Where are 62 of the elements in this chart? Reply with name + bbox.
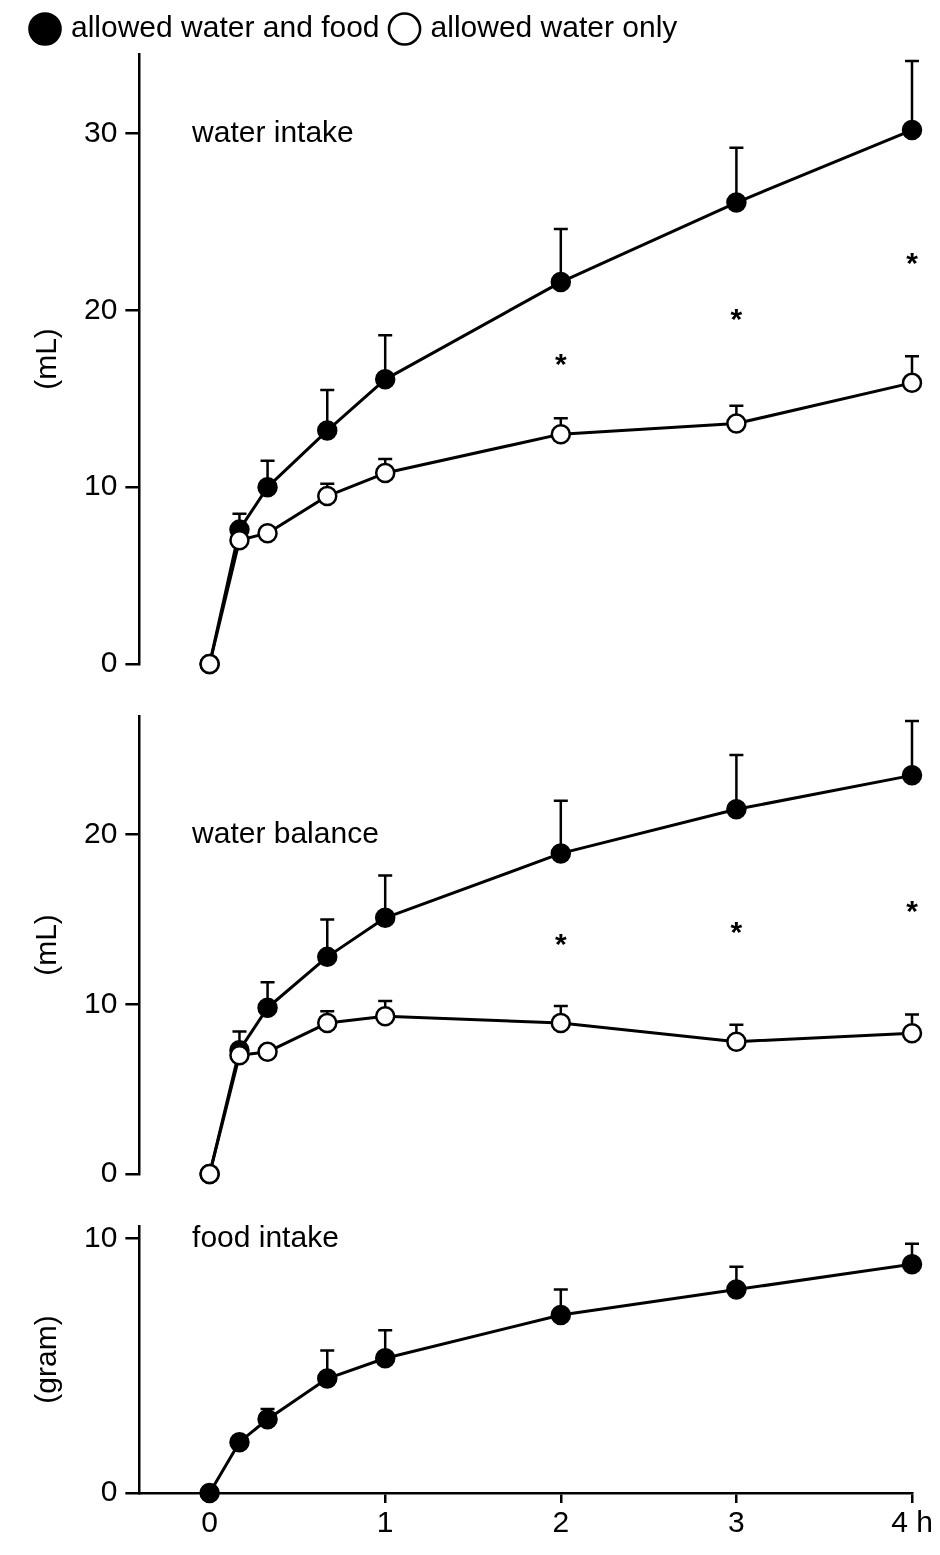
point bbox=[317, 1012, 338, 1034]
annotation: * bbox=[906, 893, 919, 927]
legend-label: allowed water only bbox=[430, 10, 678, 44]
y-axis-title: (mL) bbox=[29, 328, 63, 390]
y-axis-title: (mL) bbox=[29, 914, 63, 976]
point bbox=[229, 1045, 250, 1066]
point bbox=[317, 485, 338, 507]
x-tick-label: 4 h bbox=[891, 1505, 933, 1539]
point bbox=[374, 907, 396, 929]
point bbox=[374, 369, 396, 390]
annotation: * bbox=[906, 245, 919, 279]
point bbox=[550, 423, 572, 445]
x-tick-label: 3 bbox=[728, 1505, 745, 1539]
point bbox=[374, 462, 396, 484]
legend-label: allowed water and food bbox=[71, 10, 380, 44]
point bbox=[901, 119, 923, 141]
y-tick-label: 20 bbox=[83, 291, 118, 325]
point bbox=[550, 1304, 572, 1326]
x-tick-label: 0 bbox=[201, 1505, 218, 1539]
y-tick-label: 0 bbox=[100, 1474, 118, 1508]
text: water balance bbox=[191, 816, 379, 850]
y-tick-label: 0 bbox=[100, 645, 118, 679]
x-tick-label: 1 bbox=[376, 1505, 394, 1539]
point bbox=[550, 843, 572, 864]
y-axis-title: (gram) bbox=[29, 1315, 63, 1404]
point bbox=[229, 1431, 250, 1453]
point bbox=[374, 1005, 396, 1027]
annotation: * bbox=[554, 347, 567, 381]
point bbox=[550, 1012, 572, 1034]
point bbox=[726, 192, 747, 213]
y-tick-label: 10 bbox=[83, 1219, 118, 1253]
point bbox=[199, 1482, 220, 1504]
point bbox=[317, 1368, 338, 1389]
point bbox=[257, 1409, 278, 1430]
y-tick-label: 10 bbox=[83, 468, 118, 502]
point bbox=[550, 271, 572, 293]
point bbox=[229, 529, 250, 551]
x-tick-label: 2 bbox=[552, 1505, 570, 1539]
annotation: * bbox=[730, 302, 743, 336]
point bbox=[901, 765, 923, 786]
chart-title: food intake bbox=[192, 1219, 339, 1253]
point bbox=[901, 372, 923, 394]
point bbox=[726, 799, 747, 820]
point bbox=[317, 420, 338, 441]
annotation: * bbox=[554, 927, 567, 961]
annotation: * bbox=[730, 914, 743, 948]
point bbox=[257, 522, 278, 544]
point bbox=[726, 413, 747, 434]
point bbox=[317, 946, 338, 968]
point bbox=[726, 1031, 747, 1052]
point bbox=[901, 1253, 923, 1275]
y-tick-label: 20 bbox=[83, 816, 118, 850]
point bbox=[901, 1022, 923, 1044]
point bbox=[257, 1041, 278, 1063]
point bbox=[726, 1279, 747, 1300]
point bbox=[257, 997, 278, 1019]
y-tick-label: 30 bbox=[83, 114, 118, 148]
y-tick-label: 10 bbox=[83, 985, 118, 1019]
point bbox=[257, 476, 278, 498]
point bbox=[374, 1347, 396, 1369]
text: water intake bbox=[191, 114, 354, 148]
y-tick-label: 0 bbox=[100, 1155, 118, 1189]
